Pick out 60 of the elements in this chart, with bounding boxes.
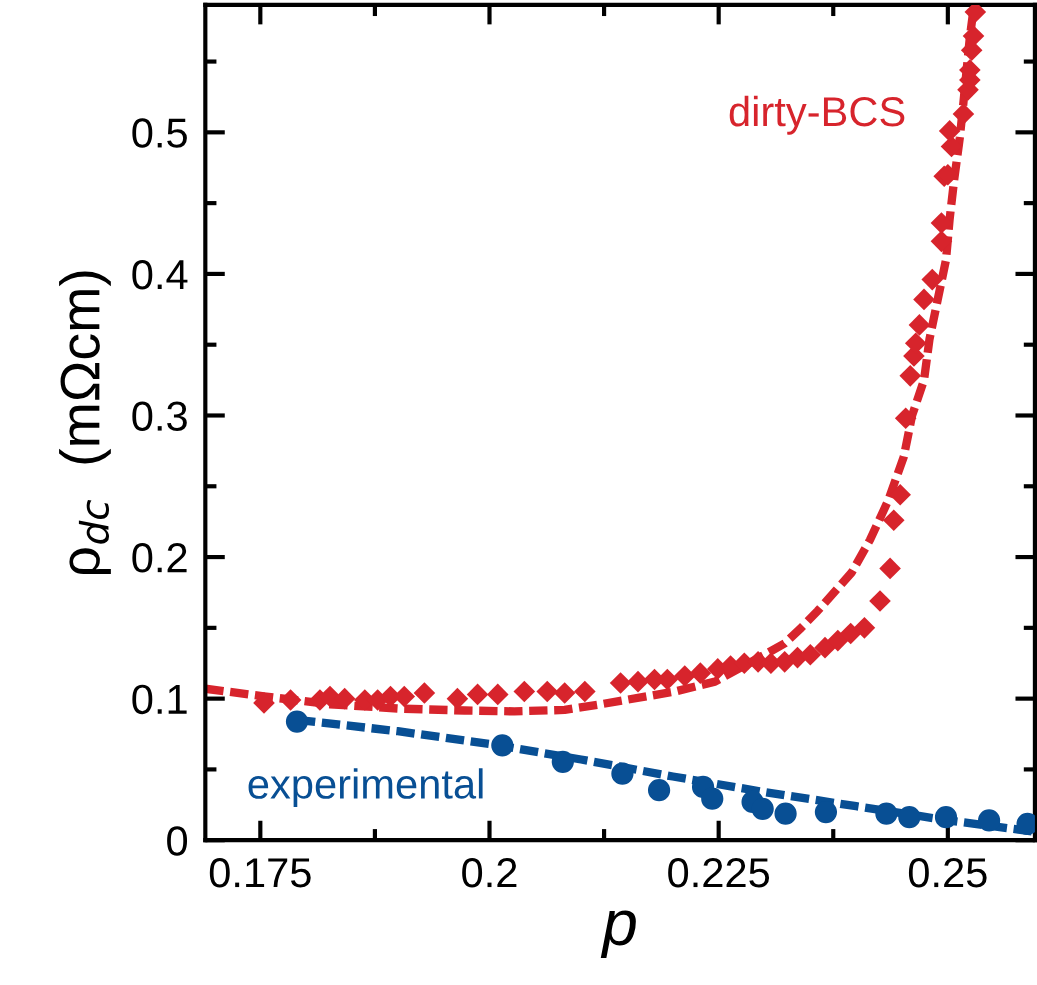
point — [799, 643, 822, 666]
point — [827, 629, 849, 652]
y-tick-label: 0.4 — [132, 259, 188, 290]
point — [899, 365, 922, 387]
point — [814, 800, 838, 824]
point — [689, 662, 712, 684]
point — [701, 787, 724, 810]
point — [889, 483, 911, 506]
point — [491, 734, 514, 757]
point — [921, 268, 944, 291]
point — [609, 672, 632, 694]
point — [551, 750, 574, 773]
y-tick-label: 0 — [167, 826, 188, 856]
series-label: dirty-BCS — [729, 95, 905, 135]
point — [673, 665, 696, 687]
x-tick-label: 0.2 — [462, 857, 517, 888]
point — [930, 230, 953, 253]
x-axis-title: p — [600, 910, 636, 959]
point — [627, 670, 649, 693]
point — [486, 683, 509, 706]
point — [894, 407, 917, 430]
point — [553, 682, 576, 704]
point — [962, 25, 985, 47]
point — [513, 680, 536, 703]
point — [466, 683, 489, 706]
point — [333, 687, 356, 710]
point — [774, 802, 797, 825]
point — [913, 288, 935, 311]
point — [413, 682, 436, 704]
point — [977, 809, 1001, 832]
point — [853, 617, 876, 639]
point — [814, 636, 836, 659]
y-axis-title: ρ$_{dc}$ (mΩcm) — [59, 271, 111, 574]
point — [446, 687, 469, 710]
y-tick-label: 0.5 — [132, 118, 187, 148]
point — [285, 710, 309, 733]
x-tick-label: 0.175 — [209, 857, 311, 888]
point — [964, 4, 987, 23]
point — [253, 692, 275, 714]
y-tick-label: 0.3 — [132, 401, 187, 431]
point — [879, 557, 901, 580]
point — [952, 103, 975, 125]
point — [279, 689, 302, 711]
point — [751, 797, 774, 820]
series-label: experimental — [248, 768, 483, 808]
point — [934, 806, 958, 829]
x-tick-label: 0.225 — [668, 857, 770, 888]
point — [908, 314, 931, 336]
y-tick-label: 0.1 — [132, 684, 187, 715]
point — [898, 806, 921, 829]
point — [938, 120, 961, 142]
point — [875, 802, 898, 825]
point — [536, 680, 559, 703]
point — [882, 509, 905, 532]
x-tick-label: 0.25 — [908, 857, 987, 888]
point — [574, 680, 596, 703]
point — [611, 762, 634, 785]
point — [869, 590, 891, 612]
point — [647, 779, 671, 802]
y-tick-label: 0.2 — [132, 543, 187, 573]
